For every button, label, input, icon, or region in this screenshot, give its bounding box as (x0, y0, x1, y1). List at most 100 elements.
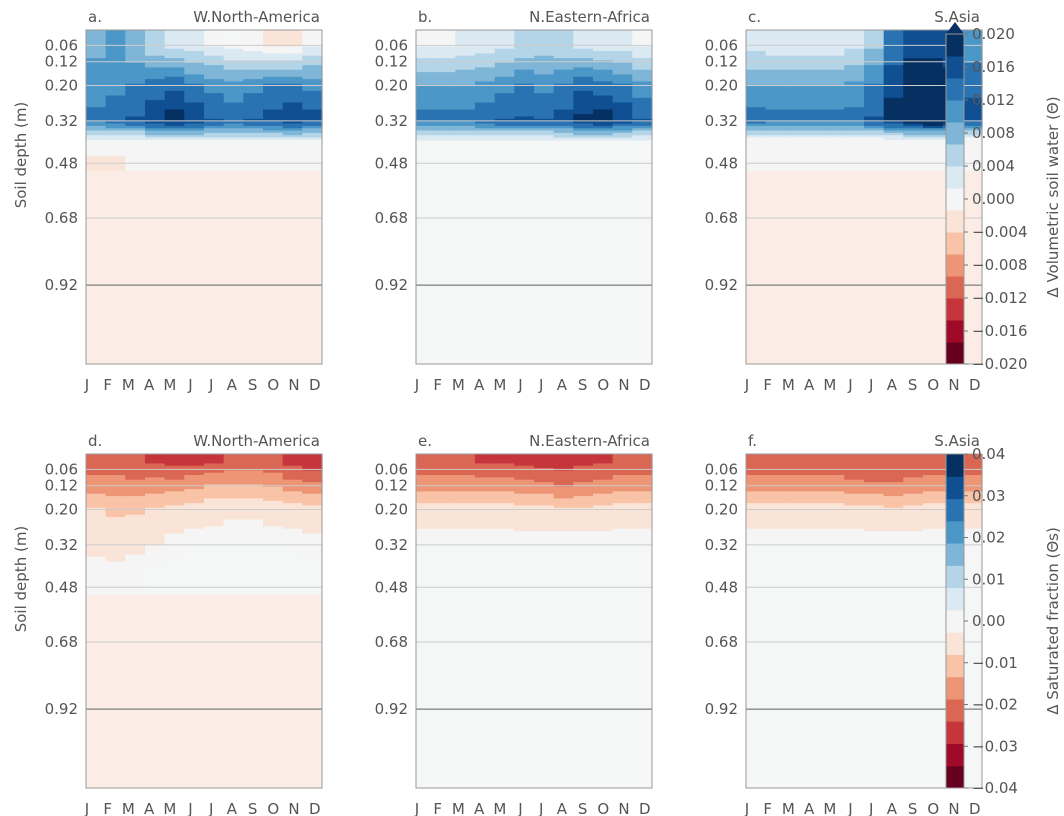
contour-cell (86, 477, 107, 481)
contour-cell (125, 570, 146, 574)
contour-cell (184, 142, 205, 146)
contour-cell (923, 158, 944, 162)
contour-cell (86, 554, 107, 558)
colorbar-tick-label: −0.03 (972, 737, 1018, 755)
contour-cell (593, 540, 614, 544)
contour-cell (243, 128, 264, 132)
colorbar-swatch (946, 34, 964, 57)
contour-cell (302, 158, 323, 162)
contour-cell (923, 477, 944, 481)
contour-cell (824, 540, 845, 544)
contour-cell (223, 111, 244, 115)
contour-cell (223, 531, 244, 535)
contour-cell (746, 95, 767, 99)
contour-cell (612, 116, 633, 120)
y-tick-label: 0.32 (45, 536, 78, 554)
contour-cell (923, 144, 944, 148)
contour-cell (204, 491, 225, 495)
contour-cell (494, 475, 515, 478)
contour-cell (435, 51, 456, 54)
contour-cell (455, 46, 476, 50)
contour-cell (746, 86, 767, 89)
contour-cell (204, 477, 225, 481)
contour-cell (204, 587, 225, 591)
contour-cell (962, 114, 983, 118)
contour-cell (204, 114, 225, 118)
contour-cell (145, 116, 166, 120)
contour-cell (962, 526, 983, 530)
contour-cell (302, 533, 323, 537)
contour-cell (243, 62, 264, 66)
contour-cell (263, 477, 284, 481)
contour-cell (805, 540, 826, 544)
contour-cell (263, 503, 284, 506)
contour-cell (883, 519, 904, 523)
contour-cell (923, 46, 944, 50)
contour-cell (494, 517, 515, 520)
contour-cell (903, 454, 924, 457)
contour-cell (302, 528, 323, 532)
contour-cell (282, 498, 303, 502)
contour-cell (145, 55, 166, 59)
contour-cell (765, 139, 786, 143)
contour-cell (105, 51, 126, 54)
contour-cell (282, 76, 303, 80)
contour-cell (534, 538, 555, 542)
contour-cell (263, 496, 284, 499)
panel-region: N.Eastern-Africa (529, 432, 650, 450)
contour-cell (573, 514, 594, 518)
contour-cell (824, 51, 845, 54)
y-tick-label: 0.48 (45, 154, 78, 172)
contour-cell (204, 573, 225, 577)
contour-cell (593, 470, 614, 474)
contour-cell (923, 55, 944, 59)
contour-cell (475, 472, 496, 476)
contour-cell (263, 521, 284, 525)
contour-cell (534, 528, 555, 532)
contour-cell (534, 116, 555, 120)
contour-cell (785, 514, 806, 518)
contour-cell (263, 556, 284, 560)
contour-cell (765, 540, 786, 544)
contour-cell (923, 505, 944, 509)
contour-cell (903, 524, 924, 527)
contour-cell (494, 458, 515, 462)
contour-cell (962, 95, 983, 99)
contour-cell (204, 545, 225, 549)
contour-cell (263, 95, 284, 99)
contour-cell (455, 517, 476, 520)
contour-cell (416, 123, 437, 127)
contour-cell (632, 479, 653, 483)
contour-cell (514, 111, 535, 115)
contour-cell (844, 153, 865, 157)
contour-cell (883, 461, 904, 464)
contour-cell (263, 46, 284, 50)
contour-cell (282, 62, 303, 66)
contour-cell (494, 46, 515, 50)
contour-cell (145, 545, 166, 549)
contour-cell (204, 584, 225, 588)
contour-cell (263, 51, 284, 54)
contour-cell (416, 93, 437, 96)
y-tick-label: 0.48 (45, 578, 78, 596)
contour-cell (765, 475, 786, 478)
contour-cell (765, 512, 786, 516)
contour-cell (145, 86, 166, 89)
contour-cell (164, 100, 185, 103)
contour-cell (282, 552, 303, 556)
contour-cell (282, 538, 303, 542)
contour-cell (184, 167, 205, 171)
contour-cell (455, 100, 476, 103)
contour-cell (514, 130, 535, 134)
contour-cell (282, 535, 303, 539)
contour-cell (86, 482, 107, 485)
contour-cell (844, 500, 865, 504)
contour-cell (514, 121, 535, 125)
contour-cell (455, 88, 476, 92)
contour-cell (282, 517, 303, 520)
contour-cell (824, 498, 845, 502)
contour-cell (263, 475, 284, 478)
contour-cell (923, 79, 944, 82)
colorbar-swatch (946, 166, 964, 189)
contour-cell (86, 563, 107, 567)
